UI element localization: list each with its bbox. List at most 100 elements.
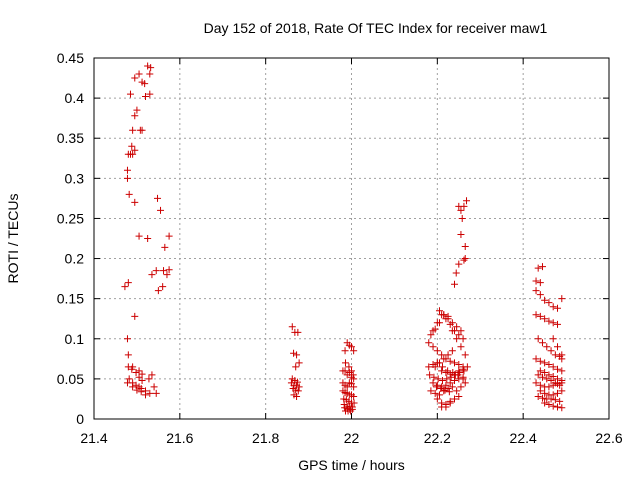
data-point: [558, 351, 566, 359]
data-point: [448, 327, 456, 335]
data-point: [348, 367, 355, 375]
data-point: [534, 393, 542, 401]
data-point: [161, 243, 169, 251]
data-point: [461, 351, 469, 359]
data-point: [425, 339, 433, 347]
x-tick-label: 21.4: [80, 430, 107, 446]
data-point: [123, 379, 131, 387]
x-tick-label: 22.4: [510, 430, 537, 446]
y-tick-labels: 0 0.05 0.1 0.15 0.2 0.25 0.3 0.35 0.4 0.45: [57, 50, 84, 427]
data-point: [538, 263, 546, 271]
data-point: [431, 389, 439, 397]
data-point: [451, 376, 458, 384]
data-point: [123, 335, 131, 343]
y-tick-label: 0.25: [57, 210, 84, 226]
data-point: [549, 363, 557, 371]
data-point: [448, 347, 456, 355]
data-point: [160, 267, 168, 275]
data-point: [129, 126, 137, 134]
data-point: [534, 335, 542, 343]
data-point: [536, 291, 544, 299]
data-point: [455, 260, 463, 268]
data-point: [133, 386, 141, 394]
data-point: [430, 373, 438, 381]
data-point: [163, 271, 171, 279]
data-point: [446, 357, 454, 365]
data-point: [128, 142, 136, 150]
data-point: [125, 190, 133, 198]
data-point: [131, 198, 139, 206]
data-point: [549, 372, 557, 380]
data-point: [341, 359, 349, 367]
data-point: [549, 303, 557, 311]
data-point: [123, 166, 131, 174]
data-point: [135, 232, 143, 240]
data-point: [425, 363, 433, 371]
data-point: [138, 78, 146, 86]
x-tick-label: 21.6: [166, 430, 193, 446]
data-point: [545, 401, 553, 409]
data-point: [532, 379, 540, 387]
data-point: [157, 206, 165, 214]
data-point: [438, 351, 446, 359]
data-point: [545, 317, 553, 325]
plot-frame: [93, 57, 610, 420]
data-point: [455, 331, 463, 339]
data-point: [442, 368, 450, 376]
x-tick-label: 22.2: [424, 430, 451, 446]
data-point: [541, 315, 549, 323]
data-point: [350, 383, 358, 391]
data-point: [128, 365, 136, 373]
data-point: [554, 343, 561, 351]
data-point: [463, 363, 471, 371]
data-point: [549, 381, 557, 389]
data-point: [536, 357, 544, 365]
data-point: [295, 359, 303, 367]
data-point: [543, 343, 551, 351]
data-point: [142, 93, 149, 101]
data-point: [554, 365, 561, 373]
y-tick-label: 0.4: [65, 90, 85, 106]
data-point: [341, 367, 349, 375]
data-point: [435, 319, 443, 327]
y-tick-label: 0.45: [57, 50, 84, 66]
data-point: [449, 368, 457, 376]
data-point: [536, 279, 544, 287]
data-point: [541, 389, 549, 397]
data-point: [541, 296, 549, 304]
data-point: [554, 304, 561, 312]
data-point: [154, 287, 162, 295]
data-point: [547, 376, 555, 384]
data-point: [554, 403, 561, 411]
data-point: [558, 404, 566, 412]
data-point: [131, 312, 139, 320]
data-point: [448, 319, 456, 327]
data-point: [558, 367, 566, 375]
data-point: [154, 194, 162, 202]
data-point: [437, 385, 445, 393]
data-point: [433, 381, 441, 389]
data-point: [455, 393, 463, 401]
data-point: [349, 371, 357, 379]
data-point: [135, 373, 143, 381]
data-point: [121, 283, 129, 291]
data-point: [343, 383, 351, 391]
data-point: [454, 371, 462, 379]
data-point: [551, 351, 559, 359]
data-point: [152, 389, 160, 397]
data-point: [290, 349, 298, 357]
data-point: [429, 343, 437, 351]
data-point: [165, 232, 173, 240]
data-point: [459, 365, 467, 373]
data-point: [350, 399, 358, 407]
data-point: [132, 381, 140, 389]
data-point: [138, 370, 146, 378]
data-point: [126, 150, 134, 158]
data-point: [129, 383, 137, 391]
data-point: [549, 391, 557, 399]
y-tick-label: 0.1: [65, 331, 85, 347]
data-point: [146, 389, 154, 397]
data-point: [455, 202, 463, 210]
data-point: [159, 283, 167, 291]
